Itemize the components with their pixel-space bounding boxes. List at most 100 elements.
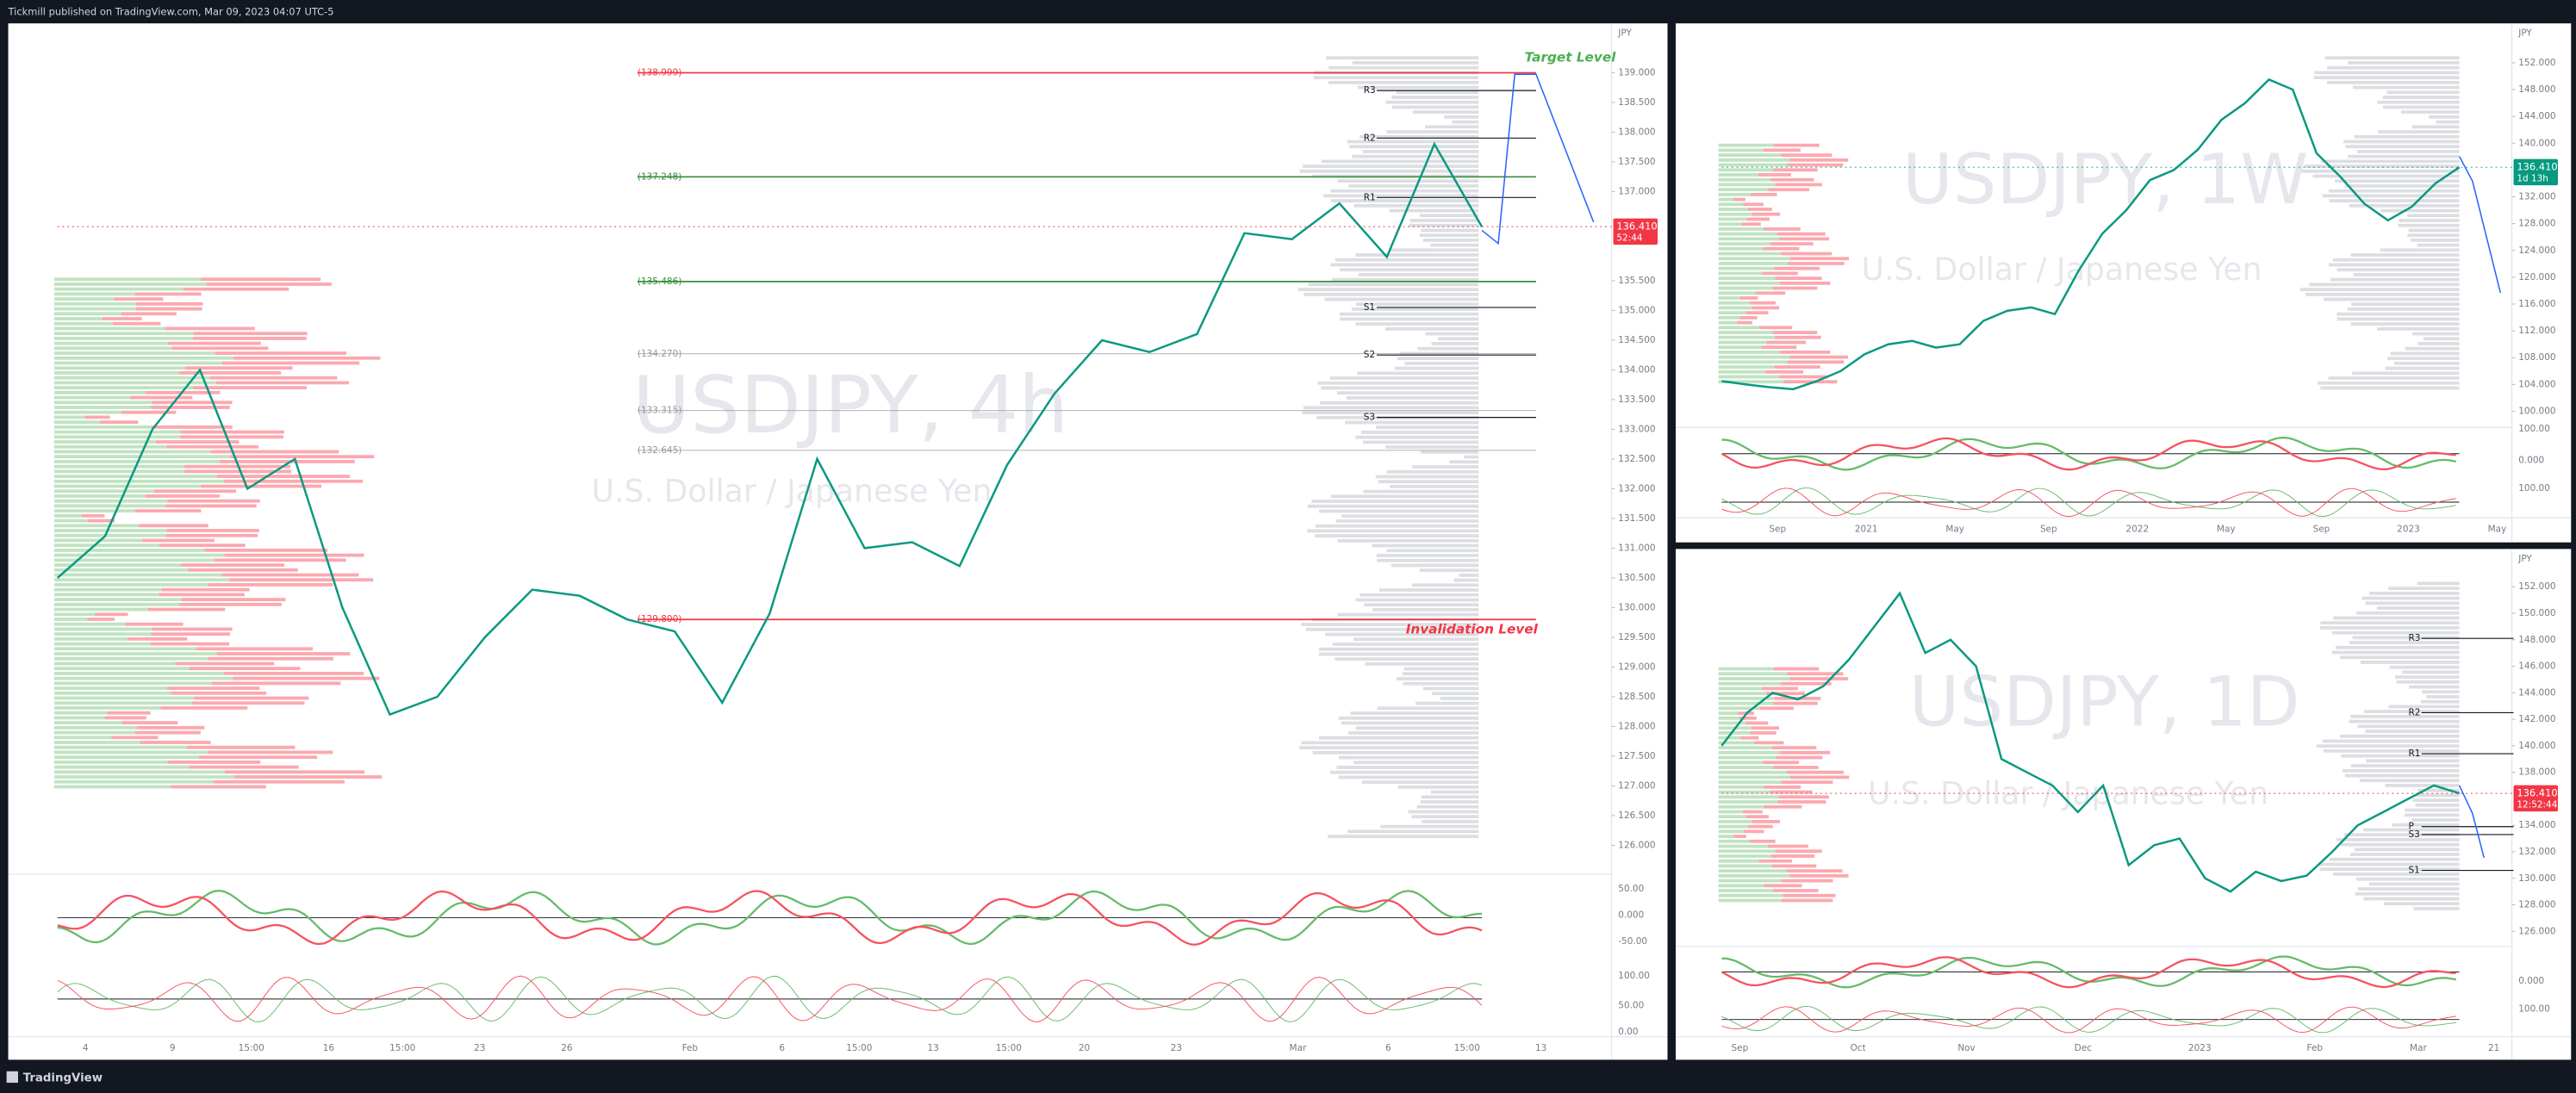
- session-profile-red: [121, 410, 177, 414]
- volume-profile-bar: [1355, 726, 1479, 730]
- level-label: (133.315): [638, 406, 681, 416]
- session-profile-green: [53, 637, 128, 641]
- volume-profile-bar: [2356, 611, 2460, 615]
- session-profile-red: [224, 671, 364, 675]
- indicator-tick-label: 100.00: [2518, 1003, 2550, 1014]
- volume-profile-bar: [2401, 110, 2460, 115]
- volume-profile-bar: [2386, 90, 2460, 95]
- session-profile-green: [53, 336, 193, 340]
- session-profile-green: [1718, 864, 1773, 868]
- session-profile-green: [1718, 731, 1751, 735]
- session-profile-red: [230, 455, 375, 459]
- volume-profile-bar: [1307, 504, 1479, 508]
- session-profile-red: [1770, 177, 1814, 182]
- pivot-label: R3: [1364, 85, 1376, 96]
- session-profile-green: [1718, 716, 1739, 720]
- session-profile-green: [53, 725, 137, 730]
- session-profile-red: [165, 533, 258, 537]
- volume-profile-bar: [2304, 165, 2460, 168]
- volume-profile-bar: [1386, 469, 1479, 474]
- volume-profile-bar: [2309, 283, 2460, 287]
- volume-profile-bar: [2359, 779, 2460, 783]
- indicator-line: [1721, 1005, 2456, 1034]
- volume-profile-bar: [2365, 730, 2460, 733]
- session-profile-red: [121, 312, 177, 316]
- volume-profile-bar: [1322, 194, 1479, 198]
- session-profile-red: [134, 292, 202, 296]
- price-line: [1721, 78, 2461, 391]
- volume-profile-bar: [2388, 587, 2460, 591]
- volume-profile-bar: [1416, 701, 1479, 705]
- annotation: Invalidation Level: [1406, 621, 1539, 637]
- session-profile-red: [159, 543, 246, 548]
- brand-logo[interactable]: [6, 1071, 18, 1084]
- session-profile-red: [1774, 365, 1820, 369]
- volume-profile-bar: [1422, 686, 1479, 691]
- volume-profile-bar: [1319, 652, 1479, 656]
- volume-profile-bar: [1336, 766, 1479, 769]
- volume-profile-bar: [1385, 445, 1479, 450]
- volume-profile-bar: [2330, 277, 2460, 282]
- annotation: Target Level: [1525, 50, 1617, 65]
- x-tick-label: Oct: [1851, 1043, 1866, 1053]
- session-profile-green: [1718, 143, 1775, 147]
- volume-profile-bar: [1332, 277, 1479, 282]
- session-profile-red: [207, 750, 333, 755]
- session-profile-red: [178, 371, 282, 375]
- x-tick-label: 23: [1171, 1043, 1182, 1053]
- x-tick-label: May: [1945, 524, 1964, 534]
- volume-profile-bar: [1312, 750, 1479, 755]
- session-profile-green: [53, 563, 181, 567]
- y-tick-label: 135.000: [1618, 305, 1655, 315]
- session-profile-green: [53, 587, 162, 592]
- session-profile-green: [1718, 785, 1764, 789]
- volume-profile-bar: [2349, 719, 2460, 723]
- volume-profile-bar: [1330, 263, 1479, 267]
- volume-profile-bar: [2417, 243, 2460, 247]
- session-profile-red: [1752, 726, 1779, 730]
- y-tick-label: 139.000: [1618, 67, 1655, 78]
- y-tick-label: 152.000: [2518, 581, 2555, 592]
- session-profile-red: [1733, 197, 1745, 202]
- y-tick-label: 104.000: [2518, 379, 2555, 389]
- session-profile-red: [180, 563, 285, 567]
- last-price-countdown: 1d 13h: [2517, 174, 2548, 184]
- session-profile-green: [1718, 177, 1771, 182]
- indicator-tick-label: 100.00: [2518, 424, 2550, 434]
- volume-profile-bar: [1338, 716, 1479, 720]
- session-profile-green: [1718, 375, 1779, 379]
- y-tick-label: 135.500: [1618, 276, 1655, 286]
- session-profile-green: [53, 548, 205, 552]
- brand[interactable]: TradingView: [23, 1071, 103, 1084]
- volume-profile-bar: [1417, 346, 1479, 351]
- session-profile-red: [127, 637, 188, 641]
- y-tick-label: 138.000: [2518, 767, 2555, 778]
- session-profile-green: [53, 558, 215, 562]
- session-profile-green: [1718, 736, 1741, 740]
- session-profile-green: [53, 420, 101, 425]
- session-profile-green: [1718, 746, 1773, 750]
- volume-profile-bar: [2382, 96, 2460, 99]
- volume-profile-bar: [1348, 184, 1479, 188]
- level-label: (138.999): [638, 67, 681, 78]
- session-profile-red: [190, 667, 301, 671]
- level-label: (132.645): [638, 445, 681, 456]
- session-profile-red: [1775, 276, 1822, 281]
- y-tick-label: 130.500: [1618, 573, 1655, 583]
- session-profile-red: [165, 504, 257, 508]
- session-profile-red: [1758, 859, 1793, 863]
- y-tick-label: 129.500: [1618, 632, 1655, 643]
- volume-profile-bar: [1459, 573, 1479, 577]
- session-profile-green: [53, 415, 85, 419]
- session-profile-red: [221, 361, 360, 365]
- session-profile-red: [104, 716, 146, 720]
- session-profile-green: [53, 775, 235, 779]
- session-profile-red: [191, 701, 305, 705]
- session-profile-green: [53, 627, 152, 631]
- session-profile-red: [1790, 775, 1850, 779]
- volume-profile-bar: [2352, 371, 2460, 376]
- session-profile-green: [53, 701, 192, 705]
- indicator-line: [1720, 437, 2456, 471]
- y-tick-label: 146.000: [2518, 661, 2555, 672]
- watermark-symbol: USDJPY, 1D: [1909, 661, 2300, 742]
